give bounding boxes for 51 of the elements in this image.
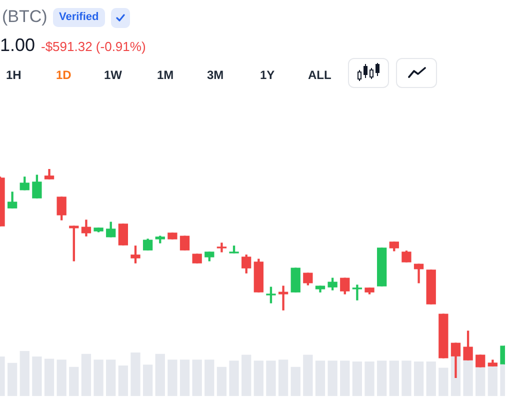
text: ALL [308,68,332,82]
bar [20,351,30,396]
text: 1D [56,68,72,82]
chart-title: (BTC) [2,7,48,26]
bar [254,360,264,396]
bar [69,366,79,396]
bar [229,360,239,396]
bar [402,360,412,396]
bar [118,366,128,396]
bar [290,366,300,396]
bar [192,360,202,396]
text: 3M [207,68,224,82]
candlestick [352,284,362,300]
text: 1Y [260,68,275,82]
bar [106,360,116,396]
text: 1H [6,68,22,82]
bar [476,366,486,396]
bar [56,360,66,396]
bar [155,354,165,396]
bar [364,361,374,396]
bar [278,360,288,396]
bar [216,366,227,396]
bar [426,361,436,396]
bar [303,354,313,396]
bar [377,360,387,396]
candlestick [278,286,288,310]
bar [94,360,104,396]
bar [168,360,178,396]
bar [438,368,448,396]
bar [315,360,326,396]
bar [81,354,92,396]
text: -$591.32 (-0.91%) [41,39,146,54]
bar [328,360,338,396]
bar [389,360,399,396]
badge: Verified [53,8,105,27]
bar [242,354,252,396]
bar [44,358,54,396]
bar [340,360,350,396]
bar [414,361,424,396]
bar [352,361,362,396]
text: 1.00 [0,35,36,55]
candlestick [216,242,227,252]
text: 1M [157,68,174,82]
bar [142,364,153,396]
bar [130,352,140,396]
bar [204,360,214,396]
bar [32,356,42,396]
bar [7,362,18,396]
bar [266,360,276,396]
bar [180,360,190,396]
text: 1W [104,68,122,82]
